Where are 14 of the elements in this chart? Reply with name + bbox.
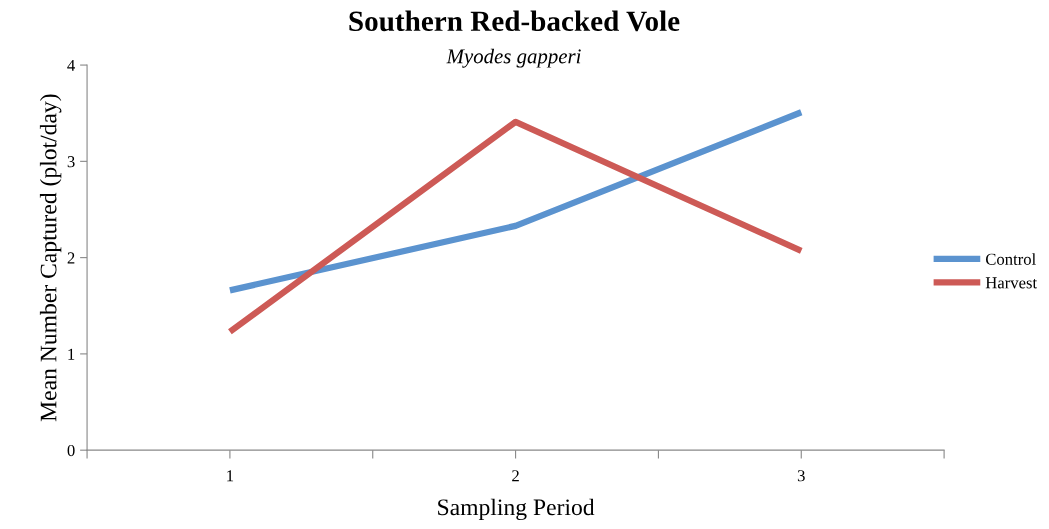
y-tick-label: 1	[68, 348, 75, 360]
legend-label: Harvest	[985, 277, 1038, 289]
y-tick-label: 0	[67, 444, 75, 457]
x-tick-label: 3	[797, 470, 805, 482]
y-axis-title: Mean Number Captured (plot/day)	[39, 94, 62, 422]
y-tick-label: 2	[67, 252, 75, 264]
x-tick-label: 1	[227, 470, 234, 482]
x-axis-title: Sampling Period	[438, 498, 595, 521]
x-tick-label: 2	[512, 470, 519, 482]
chart-title: Southern Red-backed Vole	[349, 10, 680, 32]
legend-label: Control	[985, 253, 1036, 265]
y-tick-label: 4	[67, 59, 75, 71]
chart-subtitle: Myodes gapperi	[446, 48, 581, 68]
y-tick-label: 3	[67, 156, 75, 168]
